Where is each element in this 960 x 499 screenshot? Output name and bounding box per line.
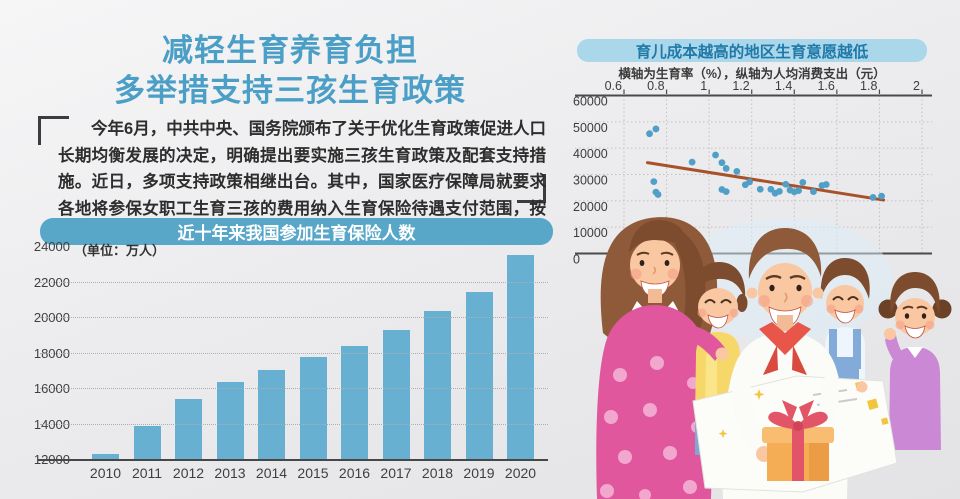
scatter-y-tick-label: 20000 xyxy=(573,200,608,214)
boy-overalls-hand xyxy=(856,381,868,393)
bar-chart-title: 近十年来我国参加生育保险人数 xyxy=(40,218,553,245)
bar-grid-line xyxy=(40,423,548,425)
bar-chart-unit-label: （单位：万人） xyxy=(74,243,166,258)
bar-grid-line xyxy=(40,388,548,389)
bar-y-tick-label: 16000 xyxy=(33,381,70,396)
scatter-y-tick-label: 50000 xyxy=(573,121,608,135)
scatter-x-tick-label: 0.8 xyxy=(647,80,664,93)
scatter-point xyxy=(712,151,719,159)
bar-x-tick-label: 2015 xyxy=(297,465,329,481)
scatter-point xyxy=(650,178,658,186)
girl-figure xyxy=(878,272,952,450)
mother-figure xyxy=(596,217,718,499)
bar-y-tick-label: 14000 xyxy=(33,416,70,432)
bar-2013 xyxy=(216,381,244,460)
bar-grid-line xyxy=(40,281,548,283)
scatter-point xyxy=(869,194,877,201)
bar-chart-baseline xyxy=(38,459,548,461)
bar-2019 xyxy=(465,292,493,460)
family-illustration xyxy=(596,217,952,499)
bar-x-tick-label: 2016 xyxy=(338,465,371,481)
bar-y-tick-label: 18000 xyxy=(33,345,70,361)
scatter-x-tick-label: 1.2 xyxy=(732,80,749,93)
scatter-y-tick-label: 40000 xyxy=(573,147,608,161)
scatter-point xyxy=(688,158,696,166)
bar-y-tick-label: 22000 xyxy=(33,274,70,290)
bar-y-tick-label: 20000 xyxy=(33,310,70,325)
scatter-chart-subtitle: 横轴为生育率（%），纵轴为人均消费支出（元） xyxy=(618,67,886,81)
bar-x-tick-label: 2019 xyxy=(463,465,495,481)
scatter-point xyxy=(646,130,653,138)
mother-arm xyxy=(687,325,729,361)
scatter-point xyxy=(822,181,830,188)
bar-2016 xyxy=(341,345,368,460)
bar-2017 xyxy=(382,330,410,460)
scatter-point xyxy=(733,167,741,175)
bar-y-tick-label: 24000 xyxy=(33,239,70,254)
scatter-point xyxy=(654,191,662,198)
bar-2018 xyxy=(424,310,451,460)
bar-grid-line xyxy=(40,352,548,354)
scatter-point xyxy=(652,125,660,133)
scatter-y-tick-label: 0 xyxy=(573,253,580,267)
corner-bracket-bottom-right xyxy=(517,174,546,203)
scatter-x-tick-label: 1 xyxy=(700,80,707,93)
scatter-point xyxy=(718,159,726,167)
bar-2010 xyxy=(92,453,119,460)
bar-x-tick-label: 2010 xyxy=(89,465,122,481)
scatter-chart: 0.6 0.8 1 1.2 1.4 1.6 1.8 2 0 10000 20000 30000 4000… xyxy=(573,80,932,267)
bar-x-tick-label: 2012 xyxy=(172,465,205,481)
bar-x-tick-label: 2014 xyxy=(255,465,288,481)
bar-x-tick-label: 2011 xyxy=(131,465,163,481)
scatter-point xyxy=(722,188,730,196)
scatter-point xyxy=(722,165,730,172)
scatter-point xyxy=(878,192,885,200)
trend-line xyxy=(645,161,886,202)
bar-2011 xyxy=(133,426,161,460)
scatter-x-tick-label: 2 xyxy=(913,80,920,93)
bar-x-tick-label: 2017 xyxy=(380,465,412,481)
bar-2020 xyxy=(507,254,534,460)
scatter-x-tick-label: 1.6 xyxy=(817,80,834,93)
scatter-point xyxy=(810,188,817,196)
page-title-line1: 减轻生育养育负担 xyxy=(162,33,418,68)
bar-2012 xyxy=(175,398,202,460)
bar-x-tick-label: 2013 xyxy=(214,465,246,481)
scatter-point xyxy=(799,179,807,186)
bar-x-tick-label: 2020 xyxy=(504,465,537,481)
bar-x-tick-label: 2018 xyxy=(421,465,454,481)
corner-bracket-top-left xyxy=(38,116,69,145)
scatter-point xyxy=(782,180,790,188)
scatter-point xyxy=(795,187,802,194)
page-title-line2: 多举措支持三孩生育政策 xyxy=(114,73,466,108)
scatter-x-tick-label: 0.6 xyxy=(605,80,622,93)
scatter-chart-title: 育儿成本越高的地区生育意愿越低 xyxy=(577,39,927,62)
scatter-x-tick-label: 1.8 xyxy=(860,80,877,93)
scatter-x-tick-label: 1.4 xyxy=(775,80,792,93)
scatter-point xyxy=(746,178,753,186)
gift-box xyxy=(762,400,834,481)
scatter-point xyxy=(775,187,783,195)
scatter-point xyxy=(756,185,764,193)
scatter-point xyxy=(767,185,775,193)
bar-2015 xyxy=(299,357,327,460)
bar-grid-line xyxy=(40,317,548,318)
scatter-y-tick-label: 30000 xyxy=(573,174,608,188)
bar-2014 xyxy=(258,370,285,460)
scatter-y-tick-label: 60000 xyxy=(573,95,608,109)
scatter-y-tick-label: 10000 xyxy=(573,226,608,240)
